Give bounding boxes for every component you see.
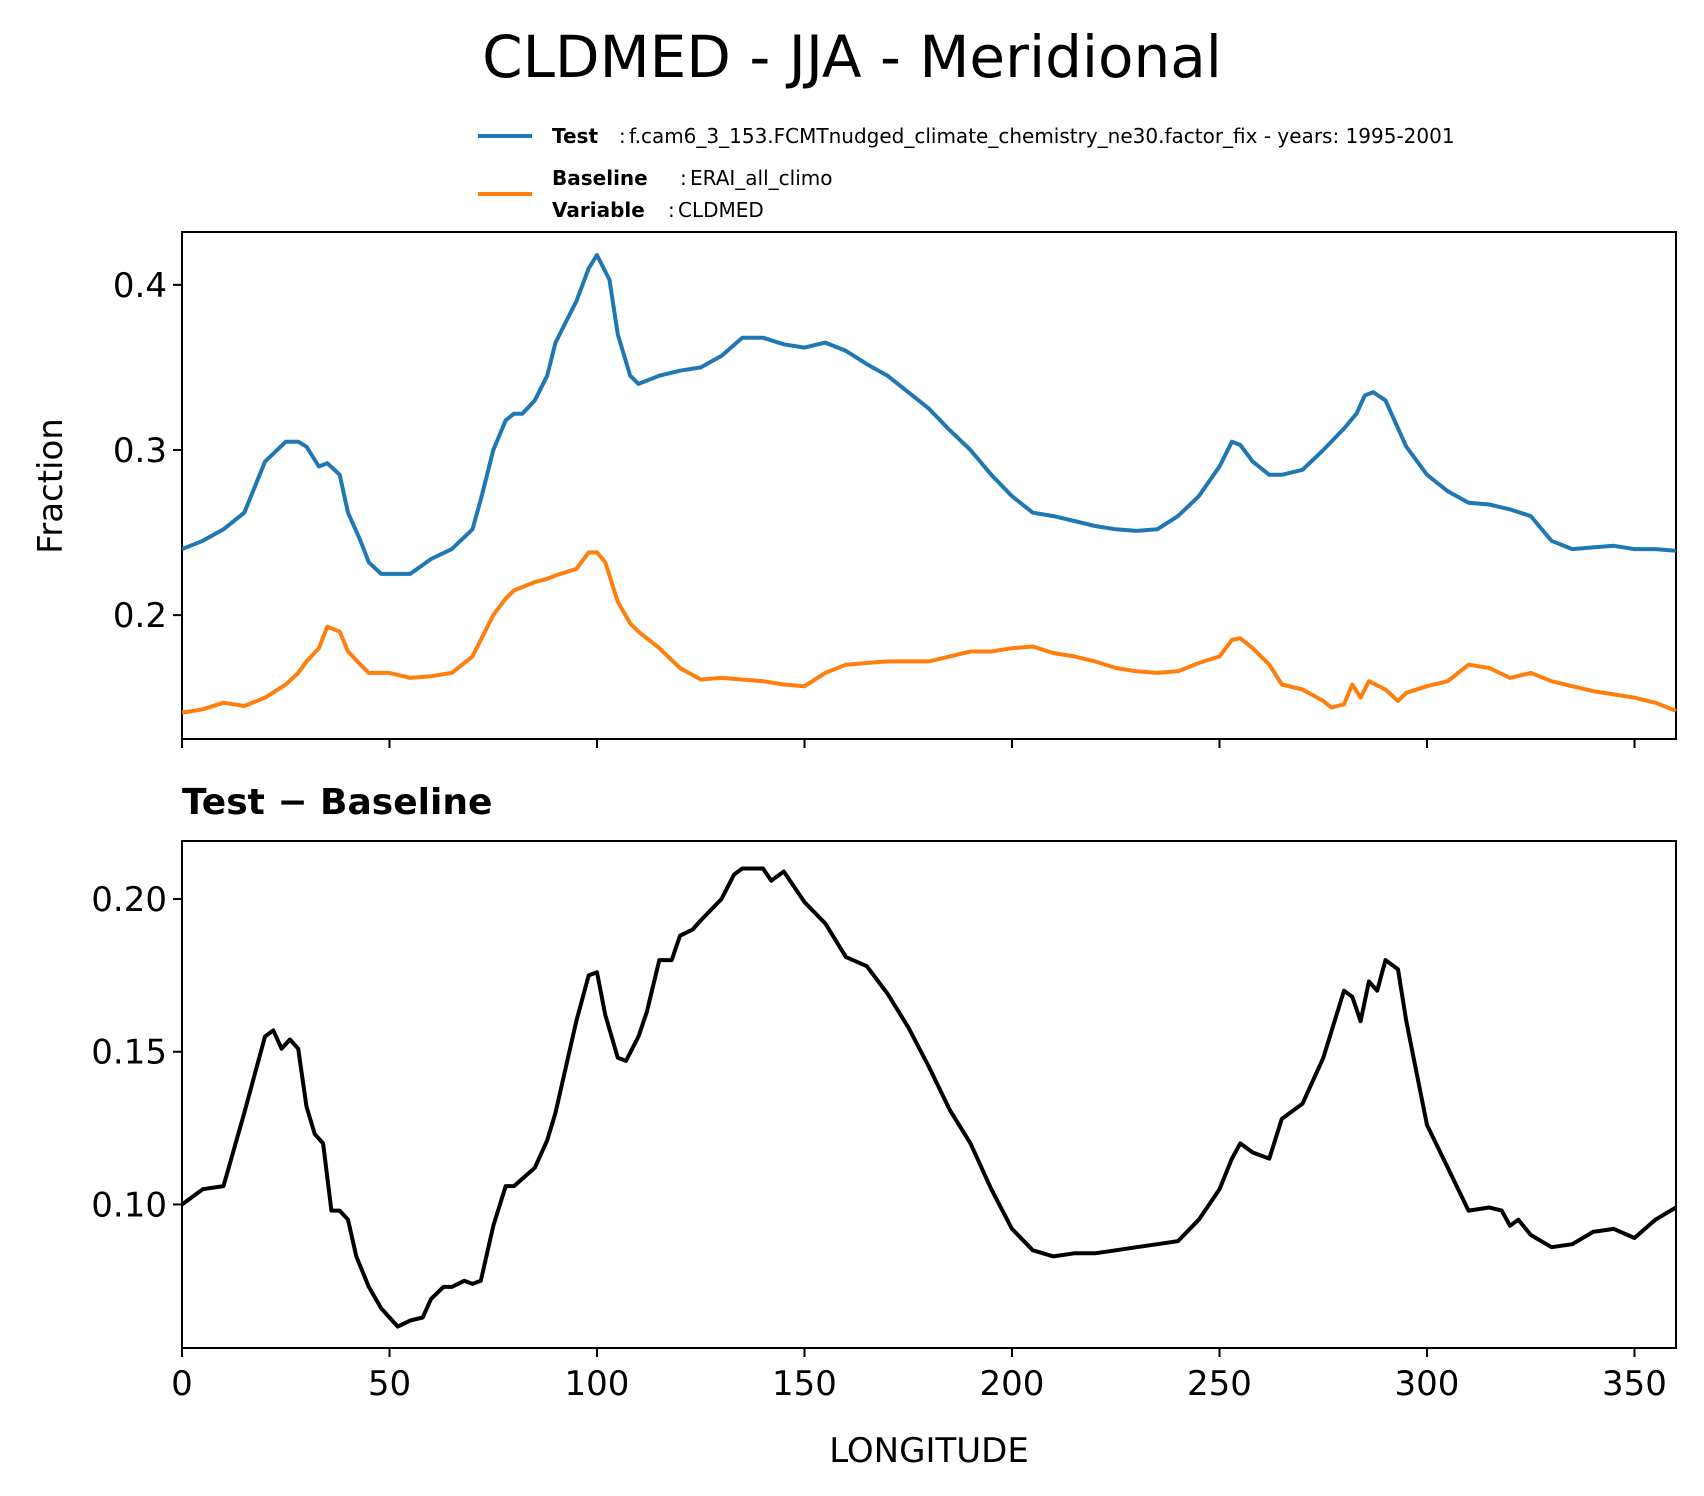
legend-test-text: f.cam6_3_153.FCMTnudged_climate_chemistr… [629, 124, 1455, 148]
top-y-axis-label: Fraction [31, 418, 71, 554]
bottom-x-axis-label: LONGITUDE [829, 1431, 1029, 1471]
bottom-x-tick-label: 350 [1602, 1364, 1667, 1404]
legend-baseline-key: Baseline [552, 166, 648, 190]
top-y-tick-label: 0.3 [113, 431, 167, 471]
top-x-axis [181, 739, 1636, 748]
top-y-axis: 0.2 0.3 0.4 [113, 266, 182, 636]
chart-title: CLDMED - JJA - Meridional [482, 23, 1222, 91]
legend-baseline-colon: : [680, 166, 687, 190]
top-y-tick-label: 0.2 [113, 596, 167, 636]
legend-test-colon: : [619, 124, 626, 148]
bottom-x-tick-label: 0 [171, 1364, 193, 1404]
bottom-plot-frame [181, 840, 1677, 1349]
top-plot-frame [181, 231, 1677, 740]
legend-variable-key: Variable [552, 198, 645, 222]
bottom-x-tick-label: 200 [980, 1364, 1045, 1404]
legend-variable-colon: : [668, 198, 675, 222]
legend-variable-text: CLDMED [678, 198, 764, 222]
legend: Test : f.cam6_3_153.FCMTnudged_climate_c… [478, 124, 1455, 222]
bottom-y-tick-label: 0.15 [91, 1033, 167, 1073]
bottom-y-tick-label: 0.10 [91, 1185, 167, 1225]
top-y-tick-label: 0.4 [113, 266, 167, 306]
bottom-y-tick-label: 0.20 [91, 880, 167, 920]
legend-baseline-text: ERAI_all_climo [690, 166, 833, 190]
bottom-series-group [180, 866, 1678, 1329]
bottom-x-tick-label: 250 [1187, 1364, 1252, 1404]
bottom-y-axis: 0.10 0.15 0.20 [91, 880, 182, 1225]
series-line-test-baseline [180, 866, 1678, 1329]
bottom-x-tick-label: 50 [368, 1364, 411, 1404]
bottom-x-tick-label: 300 [1395, 1364, 1460, 1404]
bottom-panel: Test − Baseline 0.10 0.15 0.20 0 50 100 150 20… [91, 782, 1678, 1471]
bottom-x-tick-label: 100 [565, 1364, 630, 1404]
legend-test-key: Test [552, 124, 598, 148]
bottom-panel-title: Test − Baseline [182, 782, 492, 823]
series-line-test [181, 253, 1677, 576]
top-series-group [181, 253, 1677, 715]
bottom-x-axis: 0 50 100 150 200 250 300 350 [171, 1348, 1667, 1404]
series-line-baseline [181, 550, 1677, 715]
bottom-x-tick-label: 150 [772, 1364, 837, 1404]
top-panel: 0.2 0.3 0.4 Fraction [31, 231, 1677, 748]
